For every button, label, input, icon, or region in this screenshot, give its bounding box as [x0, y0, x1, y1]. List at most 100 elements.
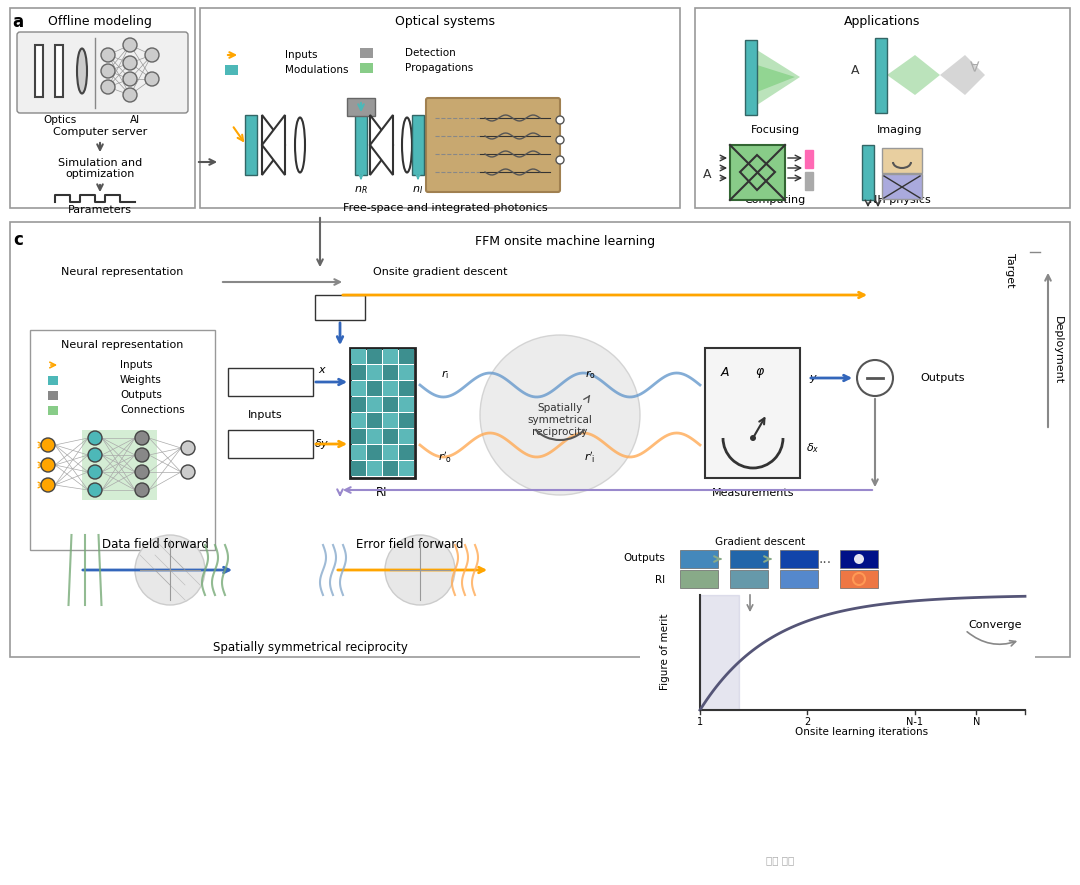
Text: a: a — [13, 13, 24, 31]
Bar — [228, 368, 313, 396]
Circle shape — [123, 72, 137, 86]
Bar — [355, 115, 367, 175]
Bar — [399, 397, 414, 412]
Polygon shape — [262, 115, 285, 175]
Polygon shape — [308, 125, 355, 165]
Bar — [10, 8, 195, 208]
Ellipse shape — [402, 118, 411, 173]
Bar — [383, 365, 399, 380]
Circle shape — [480, 335, 640, 495]
Bar — [680, 570, 718, 588]
Bar — [367, 445, 382, 460]
Bar — [805, 172, 813, 190]
Circle shape — [556, 116, 564, 124]
Bar — [383, 397, 399, 412]
Text: AI: AI — [130, 115, 140, 125]
Bar — [640, 535, 1035, 740]
Text: Deployment: Deployment — [1053, 316, 1063, 384]
Bar — [705, 348, 800, 478]
Text: $\delta y$: $\delta y$ — [314, 437, 329, 451]
Bar — [840, 570, 878, 588]
Circle shape — [858, 360, 893, 396]
Bar — [383, 349, 399, 364]
Text: 众号 子位: 众号 子位 — [766, 855, 794, 865]
Bar — [399, 349, 414, 364]
FancyBboxPatch shape — [17, 32, 188, 113]
Text: Error field forward: Error field forward — [356, 538, 463, 551]
Bar — [730, 550, 768, 568]
Circle shape — [102, 80, 114, 94]
Text: Applications: Applications — [843, 16, 920, 28]
Polygon shape — [308, 135, 355, 155]
Text: c: c — [13, 231, 23, 249]
Polygon shape — [887, 55, 940, 95]
Polygon shape — [940, 55, 985, 95]
Bar — [265, 345, 945, 565]
Text: Parameters: Parameters — [68, 205, 132, 215]
Text: $r'_{\rm i}$: $r'_{\rm i}$ — [584, 450, 595, 466]
Circle shape — [556, 136, 564, 144]
Bar — [351, 429, 366, 444]
Text: ∀: ∀ — [970, 61, 980, 75]
Text: A: A — [703, 168, 712, 181]
Polygon shape — [757, 65, 795, 92]
Circle shape — [556, 156, 564, 164]
Bar — [780, 550, 818, 568]
Circle shape — [87, 465, 102, 479]
Bar — [383, 413, 399, 428]
Text: Connections: Connections — [120, 405, 185, 415]
Bar — [360, 48, 373, 58]
Bar — [805, 150, 813, 168]
Bar — [399, 365, 414, 380]
Bar — [411, 115, 424, 175]
Text: Neural representation: Neural representation — [60, 267, 184, 277]
Text: symmetrical: symmetrical — [527, 415, 593, 425]
Circle shape — [750, 435, 756, 441]
Ellipse shape — [77, 49, 87, 94]
Text: Computing: Computing — [744, 195, 806, 205]
Circle shape — [87, 431, 102, 445]
Text: Onsite learning iterations: Onsite learning iterations — [796, 727, 929, 737]
Text: Optics: Optics — [43, 115, 77, 125]
Text: Spatially symmetrical reciprocity: Spatially symmetrical reciprocity — [213, 642, 407, 655]
Bar — [200, 8, 680, 208]
Circle shape — [41, 438, 55, 452]
Text: Target: Target — [1005, 253, 1015, 288]
Bar — [82, 430, 157, 500]
Text: FFM onsite machine learning: FFM onsite machine learning — [475, 235, 656, 249]
Ellipse shape — [295, 118, 305, 173]
Bar — [730, 145, 785, 200]
Bar — [30, 330, 215, 550]
Text: Modulations: Modulations — [285, 65, 349, 75]
Text: Figure of merit: Figure of merit — [660, 614, 670, 690]
Bar — [245, 115, 257, 175]
Bar — [882, 148, 922, 173]
Circle shape — [135, 465, 149, 479]
Text: $n_R$: $n_R$ — [354, 184, 368, 196]
Polygon shape — [370, 115, 393, 175]
Text: Data field: Data field — [243, 377, 297, 387]
Bar — [351, 461, 366, 476]
Bar — [383, 429, 399, 444]
Bar — [840, 550, 878, 568]
Text: Detection: Detection — [405, 48, 456, 58]
Bar — [351, 349, 366, 364]
Text: Inputs: Inputs — [120, 360, 152, 370]
Text: Imaging: Imaging — [877, 125, 922, 135]
Text: Computer server: Computer server — [53, 127, 147, 137]
Text: RI: RI — [376, 486, 388, 498]
Bar — [347, 98, 375, 116]
Bar — [35, 45, 43, 97]
Bar — [48, 391, 58, 400]
Polygon shape — [757, 50, 800, 105]
Text: Converge: Converge — [969, 620, 1022, 630]
Bar — [48, 376, 58, 385]
Text: Error field: Error field — [243, 439, 297, 449]
Circle shape — [181, 441, 195, 455]
Bar — [862, 145, 874, 200]
Text: 2: 2 — [805, 717, 810, 727]
Text: Spatially: Spatially — [538, 403, 582, 413]
Text: x: x — [319, 365, 325, 375]
Bar — [360, 63, 373, 73]
FancyBboxPatch shape — [426, 98, 561, 192]
